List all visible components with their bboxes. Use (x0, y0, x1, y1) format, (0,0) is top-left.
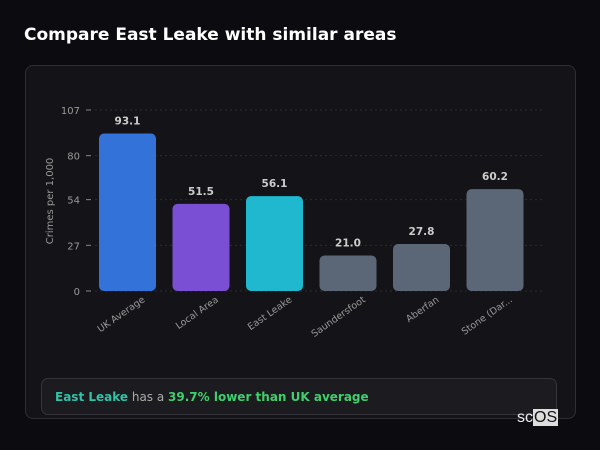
y-axis-label: Crimes per 1,000 (45, 158, 56, 245)
summary-text: has a (128, 390, 169, 404)
summary-area: East Leake (55, 390, 129, 404)
data-label: 60.2 (482, 171, 508, 183)
summary-comparison: 39.7% lower than UK average (168, 390, 369, 404)
page-title: Compare East Leake with similar areas (24, 25, 397, 45)
x-tick-label: Saundersfoot (310, 294, 368, 339)
summary-box: East Leake has a 39.7% lower than UK ave… (41, 378, 557, 415)
data-label: 27.8 (409, 226, 435, 238)
logo: scOS (517, 409, 559, 426)
data-label: 21.0 (335, 237, 361, 249)
x-tick-label: Aberfan (404, 294, 441, 325)
data-label: 93.1 (115, 116, 141, 128)
y-tick-label: 0 (74, 287, 80, 298)
bar[interactable] (393, 243, 450, 291)
bar[interactable] (466, 189, 524, 291)
x-tick-label: Local Area (174, 294, 221, 331)
bar[interactable] (99, 133, 156, 291)
bar[interactable] (172, 203, 230, 291)
x-tick-label: East Leake (246, 294, 294, 333)
bar[interactable] (319, 255, 377, 291)
y-tick-label: 80 (67, 152, 80, 163)
data-label: 56.1 (262, 178, 288, 190)
y-tick-label: 27 (67, 241, 80, 252)
y-tick-label: 107 (61, 106, 80, 117)
data-label: 51.5 (188, 186, 214, 198)
x-tick-label: UK Average (96, 294, 148, 335)
y-tick-label: 54 (67, 196, 80, 207)
bar[interactable] (246, 196, 303, 291)
x-tick-label: Stone (Dar... (460, 294, 515, 337)
